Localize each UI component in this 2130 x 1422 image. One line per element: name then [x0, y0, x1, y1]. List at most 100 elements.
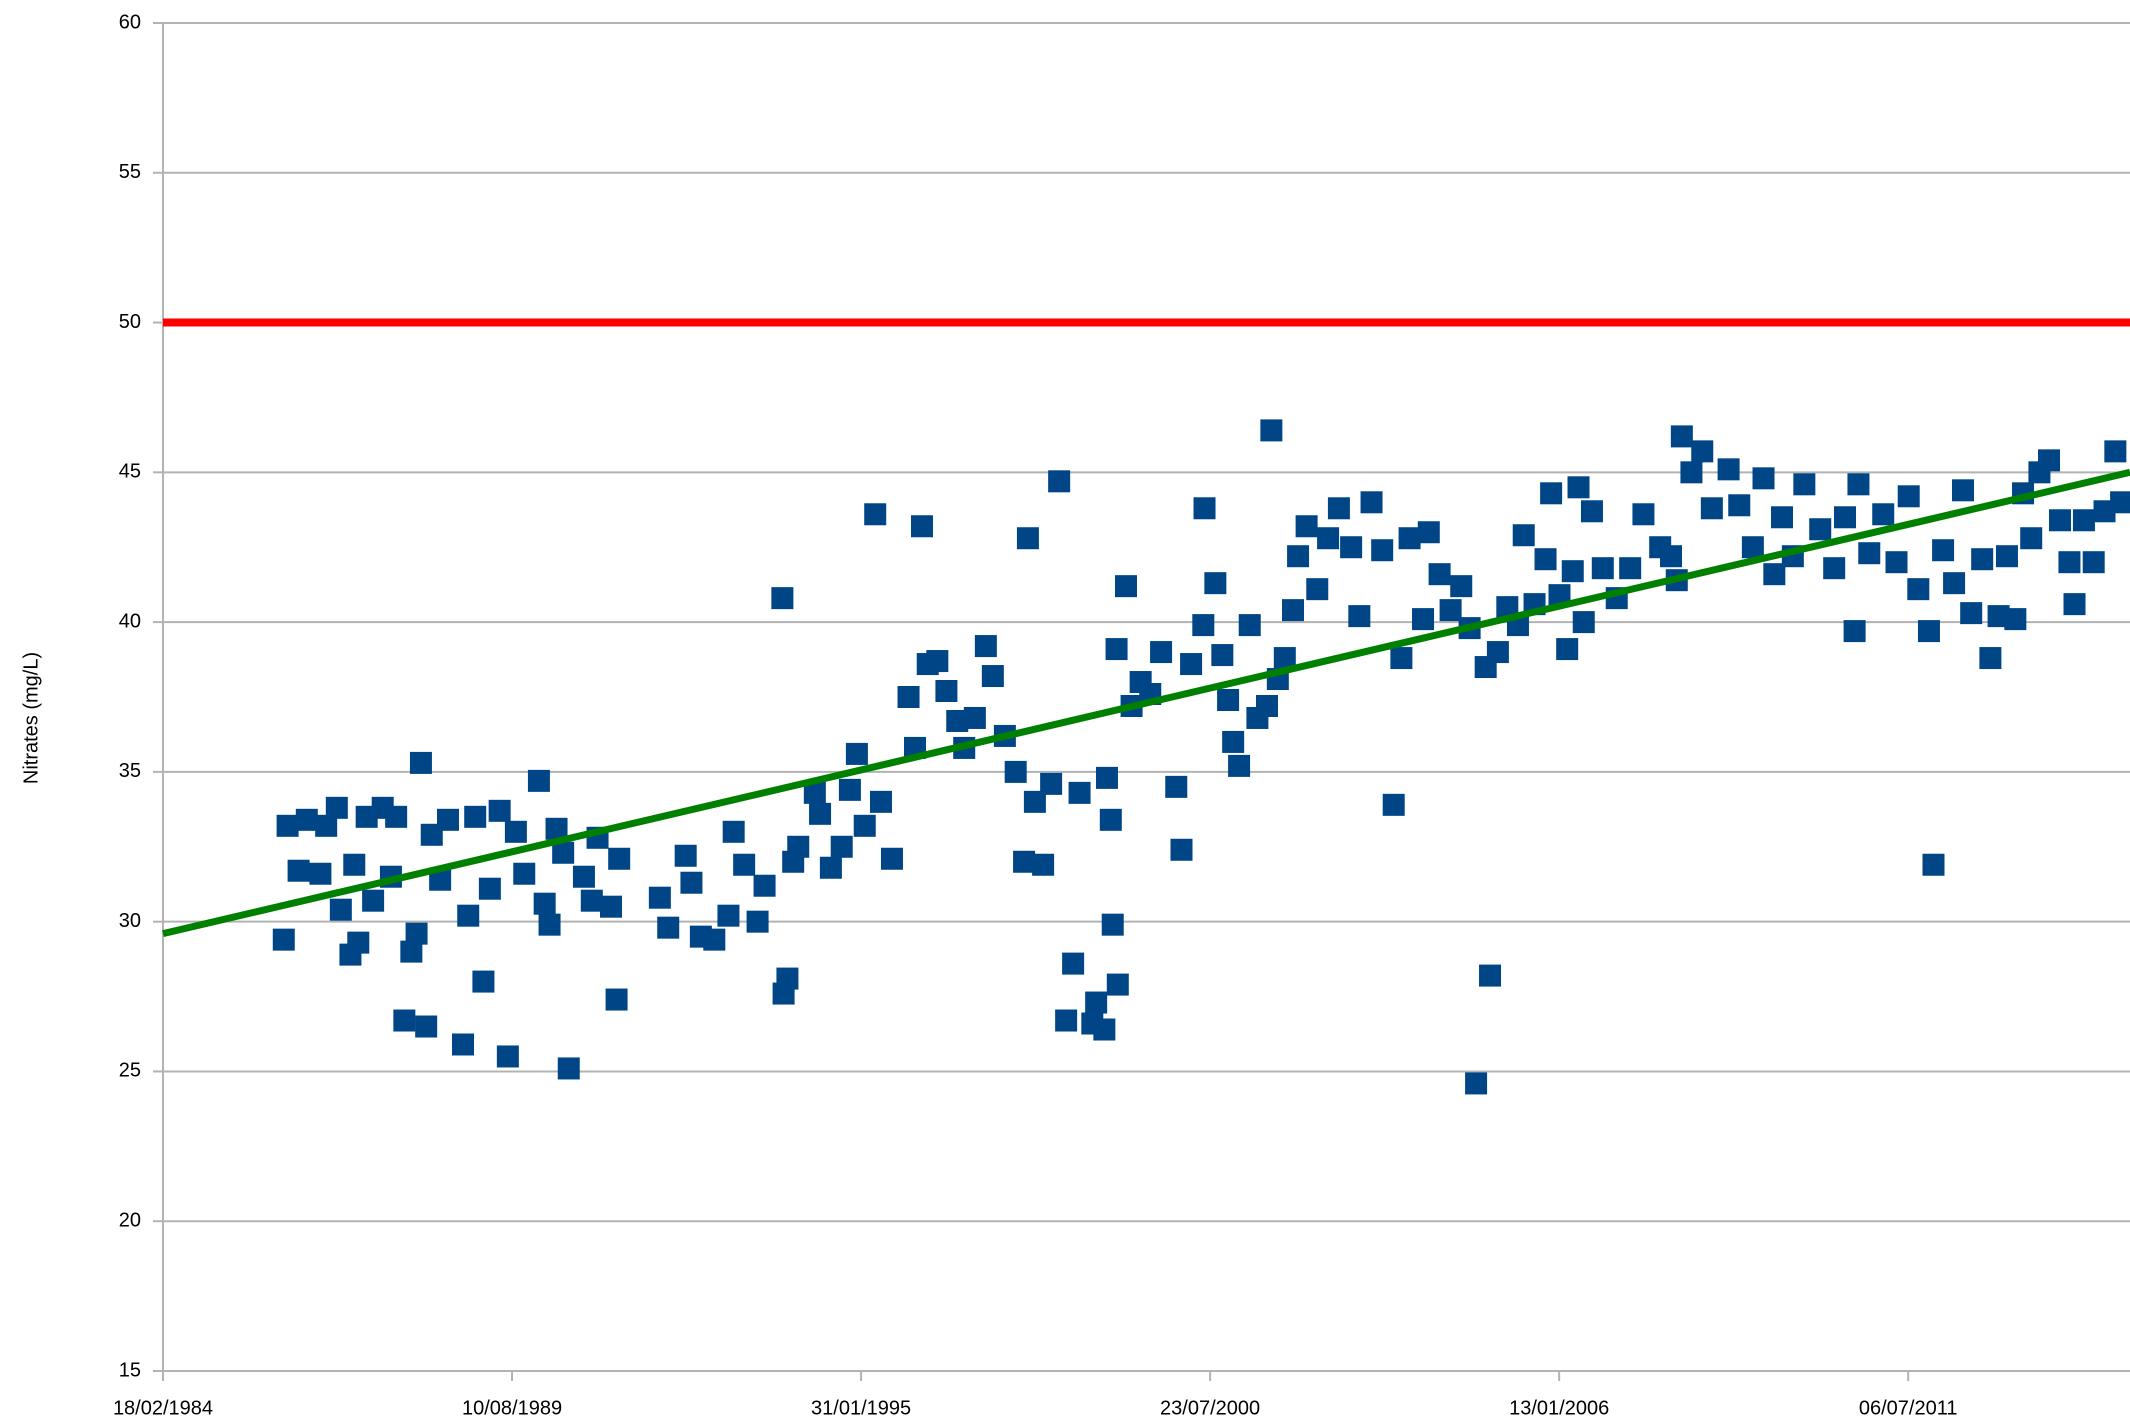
data-point	[830, 835, 853, 858]
data-point	[347, 931, 370, 954]
data-point	[1670, 425, 1693, 448]
data-point	[787, 835, 810, 858]
data-point	[1193, 497, 1216, 520]
data-point	[974, 635, 997, 658]
data-point	[1317, 527, 1340, 550]
data-point	[472, 970, 495, 993]
data-point	[845, 742, 868, 765]
data-point	[580, 889, 603, 912]
data-point	[538, 913, 561, 936]
data-point	[1222, 730, 1245, 753]
y-tick-label: 45	[119, 461, 141, 483]
data-point	[1540, 482, 1563, 505]
data-point	[935, 680, 958, 703]
data-point	[605, 988, 628, 1011]
data-point	[717, 904, 740, 927]
y-tick-label: 30	[119, 910, 141, 932]
x-tick-label: 31/01/1995	[811, 1397, 911, 1419]
data-point	[2110, 491, 2130, 514]
data-point	[1360, 491, 1383, 514]
trend-line	[162, 468, 2130, 938]
data-point	[1995, 545, 2018, 568]
data-point	[1348, 605, 1371, 628]
data-point	[1809, 518, 1832, 541]
data-point	[803, 781, 826, 804]
data-point	[409, 751, 432, 774]
data-point	[1932, 539, 1955, 562]
data-point	[362, 889, 385, 912]
data-point	[315, 814, 338, 837]
x-tick-label: 10/08/1989	[462, 1397, 562, 1419]
data-point	[1561, 560, 1584, 583]
data-point	[557, 1057, 580, 1080]
data-point	[1023, 790, 1046, 813]
data-point	[309, 862, 332, 885]
data-point	[1040, 772, 1063, 795]
data-point	[1417, 521, 1440, 544]
data-point	[1680, 461, 1703, 484]
data-point	[599, 895, 622, 918]
data-point	[1095, 766, 1118, 789]
data-point	[400, 940, 423, 963]
data-point	[527, 769, 550, 792]
y-tick-label: 25	[119, 1060, 141, 1082]
data-point	[1055, 1009, 1078, 1032]
data-point	[429, 868, 452, 891]
data-point	[1556, 638, 1579, 661]
data-point	[1771, 506, 1794, 529]
data-point	[1062, 952, 1085, 975]
data-point	[1192, 614, 1215, 637]
data-point	[1282, 599, 1305, 622]
data-point	[1907, 578, 1930, 601]
data-point	[1752, 467, 1775, 490]
data-point	[897, 686, 920, 708]
data-point	[1016, 527, 1039, 550]
data-point	[343, 853, 366, 876]
data-point	[1306, 578, 1329, 601]
data-point	[1004, 760, 1027, 783]
data-point	[1165, 775, 1188, 798]
data-point	[1951, 479, 1974, 502]
data-point	[513, 862, 536, 885]
data-point	[1763, 563, 1786, 586]
data-point	[1897, 485, 1920, 508]
data-point	[1793, 473, 1816, 496]
data-point	[1032, 853, 1055, 876]
data-point	[287, 859, 310, 882]
data-point	[415, 1015, 438, 1038]
data-point	[572, 865, 595, 888]
data-point	[1099, 808, 1122, 831]
x-tick-label: 13/01/2006	[1509, 1397, 1609, 1419]
data-point	[1327, 497, 1350, 520]
data-point	[1204, 572, 1227, 595]
data-point	[1580, 500, 1603, 523]
data-point	[451, 1033, 474, 1056]
data-point	[2093, 500, 2116, 523]
data-point	[1295, 515, 1318, 538]
x-tick-label: 23/07/2000	[1160, 1397, 1260, 1419]
data-point	[1465, 1072, 1488, 1095]
data-point	[963, 706, 986, 729]
data-point	[1217, 688, 1240, 711]
data-point	[1632, 503, 1655, 526]
data-point	[1428, 563, 1451, 586]
data-point	[1287, 545, 1310, 568]
data-point	[674, 844, 697, 867]
data-point	[838, 778, 861, 801]
data-point	[1979, 647, 2002, 670]
data-point	[1106, 973, 1129, 996]
data-point	[464, 805, 487, 828]
data-point	[1834, 506, 1857, 529]
data-point	[329, 898, 352, 921]
data-point	[981, 665, 1004, 688]
data-point	[1717, 458, 1740, 481]
data-point	[1390, 647, 1413, 670]
data-point	[680, 871, 703, 894]
data-point	[1567, 476, 1590, 499]
data-point	[1085, 991, 1108, 1014]
data-point	[436, 808, 459, 831]
data-point	[1340, 536, 1363, 559]
data-point	[2038, 449, 2061, 472]
data-point	[1741, 536, 1764, 559]
